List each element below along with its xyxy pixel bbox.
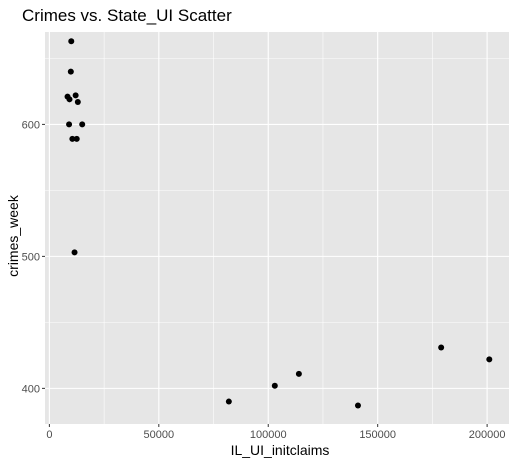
data-point (438, 344, 445, 351)
data-point (486, 356, 493, 363)
chart-title: Crimes vs. State_UI Scatter (22, 6, 232, 25)
data-point (354, 402, 361, 409)
data-point (225, 398, 232, 405)
data-point (71, 249, 78, 256)
y-axis-label: crimes_week (5, 194, 21, 277)
y-axis-ticks: 400 500 600 (22, 119, 45, 395)
x-tick-label: 50000 (144, 429, 175, 441)
y-tick-label: 500 (22, 251, 40, 263)
x-axis-label: IL_UI_initclaims (231, 442, 330, 458)
data-point (79, 121, 86, 128)
y-tick-label: 400 (22, 383, 40, 395)
data-point (67, 68, 74, 75)
data-point (271, 382, 278, 389)
data-point (74, 98, 81, 105)
x-tick-label: 150000 (359, 429, 396, 441)
data-points (64, 38, 493, 409)
data-point (66, 121, 73, 128)
plot-panel (45, 32, 509, 424)
x-tick-label: 100000 (250, 429, 287, 441)
grid-lines (45, 32, 509, 424)
data-point (66, 96, 73, 103)
data-point (69, 135, 76, 142)
x-tick-label: 0 (46, 429, 52, 441)
data-point (72, 92, 79, 99)
data-point (68, 38, 75, 45)
data-point (295, 370, 302, 377)
x-tick-label: 200000 (469, 429, 506, 441)
data-point (73, 135, 80, 142)
y-tick-label: 600 (22, 119, 40, 131)
x-axis-ticks: 0 50000 100000 150000 200000 (46, 424, 505, 441)
